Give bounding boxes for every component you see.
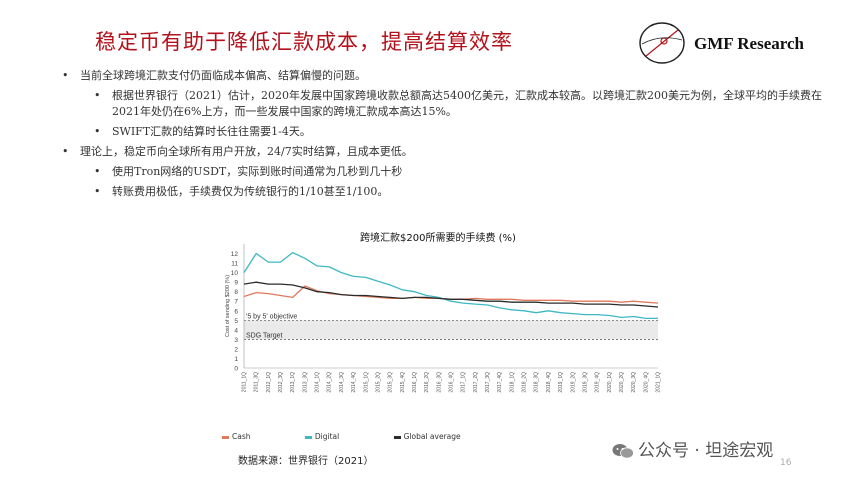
- x-tick-label: 2019_1Q: [558, 372, 564, 393]
- annotation-label: '5 by 5' objective: [246, 313, 297, 320]
- x-tick-label: 2016_2Q: [424, 372, 430, 393]
- x-tick-label: 2020_3Q: [631, 372, 637, 393]
- legend-item-cash: Cash: [222, 432, 251, 441]
- y-tick-label: 9: [234, 280, 238, 287]
- x-tick-label: 2016_3Q: [436, 372, 442, 393]
- y-tick-label: 3: [234, 337, 238, 344]
- bullet-item: 当前全球跨境汇款支付仍面临成本偏高、结算偏慢的问题。: [62, 68, 832, 84]
- y-tick-label: 8: [234, 289, 238, 296]
- x-tick-label: 2014_2Q: [327, 372, 333, 393]
- x-tick-label: 2012_3Q: [278, 372, 284, 393]
- x-tick-label: 2012_1Q: [266, 372, 272, 393]
- wechat-icon: [612, 444, 634, 459]
- slide-title: 稳定币有助于降低汇款成本，提高结算效率: [95, 30, 513, 54]
- y-tick-label: 0: [234, 366, 238, 373]
- y-tick-label: 5: [234, 318, 238, 325]
- x-tick-label: 2017_1Q: [461, 372, 467, 393]
- y-tick-label: 2: [234, 346, 238, 353]
- x-tick-label: 2017_2Q: [473, 372, 479, 393]
- x-tick-label: 2016_1Q: [412, 372, 418, 393]
- annotation-label: SDG Target: [246, 332, 282, 339]
- y-tick-label: 11: [231, 261, 238, 268]
- chart-legend: Cash Digital Global average: [222, 432, 513, 441]
- bullet-item: SWIFT汇款的结算时长往往需要1-4天。: [94, 124, 832, 140]
- y-tick-label: 1: [234, 356, 238, 363]
- x-tick-label: 2015_3Q: [388, 372, 394, 393]
- x-tick-label: 2021_1Q: [656, 372, 662, 393]
- page-number: 16: [780, 458, 792, 468]
- data-source-note: 数据来源：世界银行（2021）: [238, 456, 374, 467]
- x-tick-label: 2015_4Q: [400, 372, 406, 393]
- x-tick-label: 2018_3Q: [534, 372, 540, 393]
- x-tick-label: 2017_4Q: [497, 372, 503, 393]
- watermark-text: 公众号 · 坦途宏观: [638, 441, 774, 461]
- x-tick-label: 2019_2Q: [570, 372, 576, 393]
- wechat-watermark: 公众号 · 坦途宏观: [612, 436, 773, 461]
- gmf-logo-icon: [639, 22, 685, 64]
- legend-label-digital: Digital: [314, 432, 340, 441]
- y-tick-label: 6: [234, 308, 238, 315]
- x-tick-label: 2014_1Q: [315, 372, 321, 393]
- bullet-item: 转账费用极低，手续费仅为传统银行的1/10甚至1/100。: [94, 184, 832, 200]
- x-tick-label: 2014_4Q: [351, 372, 357, 393]
- brand-name: GMF Research: [694, 34, 804, 53]
- x-tick-label: 2018_2Q: [522, 372, 528, 393]
- bullet-list: 当前全球跨境汇款支付仍面临成本偏高、结算偏慢的问题。 根据世界银行（2021）估…: [62, 68, 832, 204]
- bullet-item: 根据世界银行（2021）估计，2020年发展中国家跨境收款总额高达5400亿美元…: [94, 88, 832, 120]
- bullet-item: 使用Tron网络的USDT，实际到账时间通常为几秒到几十秒: [94, 164, 832, 180]
- x-tick-label: 2019_3Q: [582, 372, 588, 393]
- x-tick-label: 2016_4Q: [449, 372, 455, 393]
- x-tick-label: 2014_3Q: [339, 372, 345, 393]
- chart-title: 跨境汇款$200所需要的手续费 (%): [360, 233, 516, 244]
- x-tick-label: 2013_3Q: [302, 372, 308, 393]
- y-axis-label: Cost of sending $200 (%): [225, 275, 231, 337]
- legend-label-global: Global average: [403, 432, 461, 441]
- x-tick-label: 2020_4Q: [643, 372, 649, 393]
- legend-item-digital: Digital: [304, 432, 340, 441]
- x-tick-label: 2015_1Q: [363, 372, 369, 393]
- y-tick-label: 7: [234, 299, 238, 306]
- legend-item-global: Global average: [393, 432, 461, 441]
- x-tick-label: 2011_3Q: [254, 372, 260, 392]
- x-tick-label: 2015_2Q: [375, 372, 381, 393]
- legend-label-cash: Cash: [232, 432, 251, 441]
- target-band: [244, 320, 658, 340]
- y-tick-label: 12: [231, 251, 239, 258]
- bullet-item: 理论上，稳定币向全球所有用户开放，24/7实时结算，且成本更低。: [62, 144, 832, 160]
- x-tick-label: 2013_1Q: [290, 372, 296, 393]
- x-tick-label: 2017_3Q: [485, 372, 491, 393]
- y-tick-label: 4: [234, 327, 238, 334]
- x-tick-label: 2020_2Q: [619, 372, 625, 393]
- series-line-global-average: [243, 281, 659, 308]
- x-tick-label: 2011_1Q: [242, 372, 248, 392]
- x-tick-label: 2018_4Q: [546, 372, 552, 393]
- series-line-digital: [243, 251, 658, 320]
- x-tick-label: 2018_1Q: [509, 372, 515, 393]
- y-tick-label: 10: [231, 270, 239, 277]
- x-tick-label: 2020_1Q: [607, 372, 613, 393]
- x-tick-label: 2019_4Q: [595, 372, 601, 393]
